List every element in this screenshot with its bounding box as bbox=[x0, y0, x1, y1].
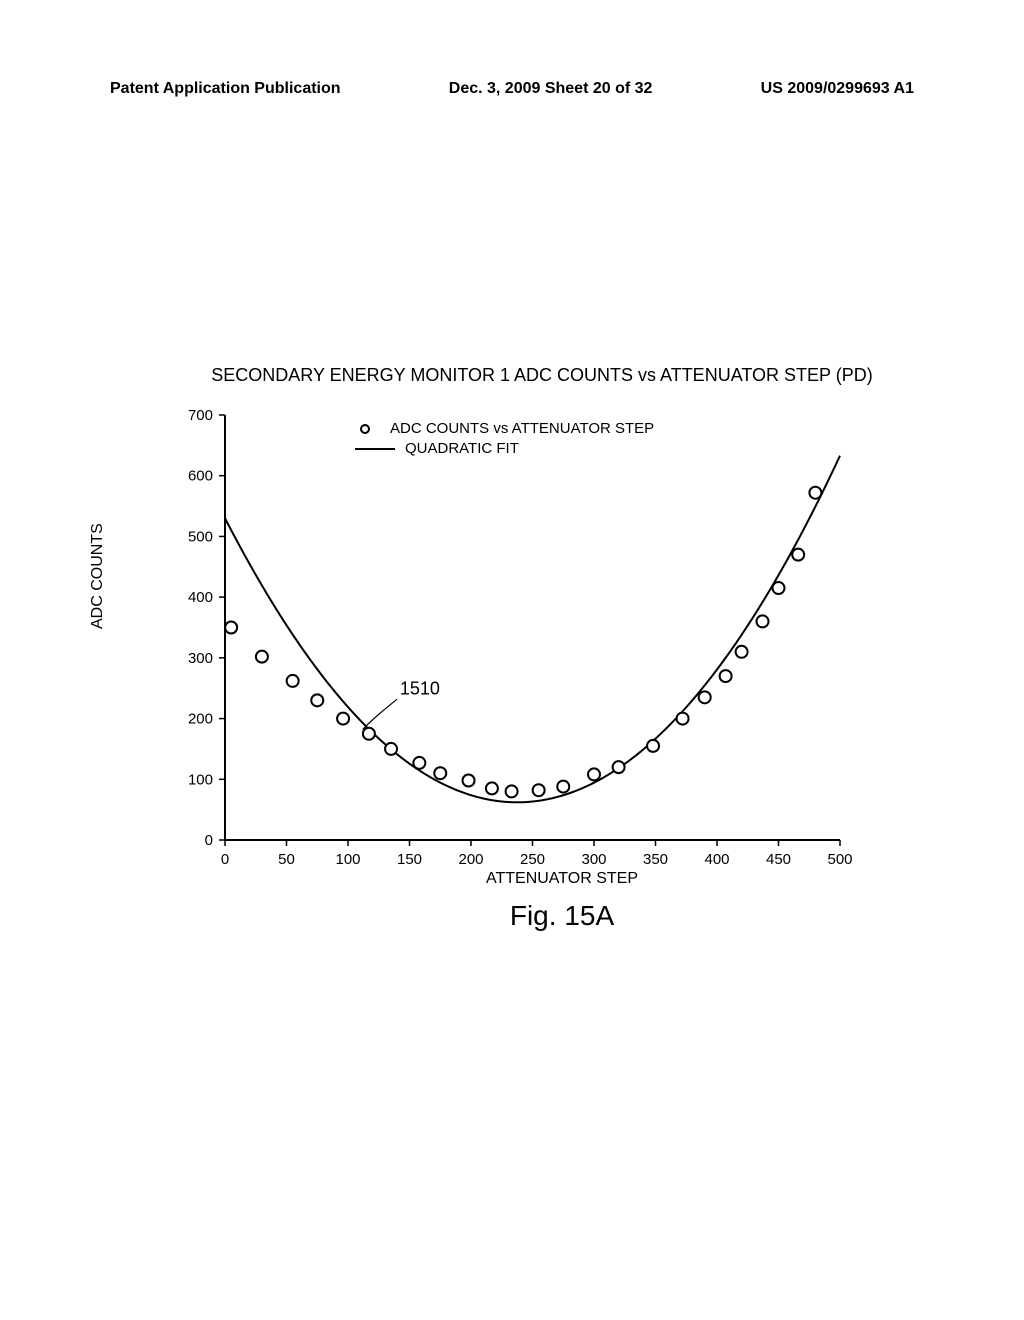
svg-text:200: 200 bbox=[188, 711, 213, 728]
legend-label-scatter: ADC COUNTS vs ATTENUATOR STEP bbox=[390, 420, 654, 437]
svg-text:300: 300 bbox=[188, 650, 213, 667]
svg-text:300: 300 bbox=[581, 851, 606, 868]
page-header: Patent Application Publication Dec. 3, 2… bbox=[110, 80, 914, 98]
legend-item-scatter: ADC COUNTS vs ATTENUATOR STEP bbox=[355, 420, 654, 437]
chart-legend: ADC COUNTS vs ATTENUATOR STEP QUADRATIC … bbox=[355, 420, 654, 460]
x-axis-label: ATTENUATOR STEP bbox=[0, 870, 1024, 888]
svg-text:400: 400 bbox=[188, 589, 213, 606]
chart-container: 0 100 200 300 400 500 600 700 0 50 100 150 200 250 300… bbox=[140, 400, 860, 900]
svg-text:700: 700 bbox=[188, 407, 213, 424]
svg-text:100: 100 bbox=[188, 771, 213, 788]
header-center: Dec. 3, 2009 Sheet 20 of 32 bbox=[449, 80, 653, 98]
svg-text:350: 350 bbox=[643, 851, 668, 868]
svg-text:0: 0 bbox=[221, 851, 229, 868]
figure-label: Fig. 15A bbox=[0, 900, 1024, 932]
y-axis-label: ADC COUNTS bbox=[89, 523, 107, 629]
header-right: US 2009/0299693 A1 bbox=[761, 80, 914, 98]
svg-text:500: 500 bbox=[188, 528, 213, 545]
svg-text:400: 400 bbox=[704, 851, 729, 868]
svg-text:600: 600 bbox=[188, 468, 213, 485]
legend-label-fit: QUADRATIC FIT bbox=[405, 440, 519, 457]
circle-marker-icon bbox=[360, 424, 370, 434]
chart-svg: 0 100 200 300 400 500 600 700 0 50 100 150 200 250 300… bbox=[140, 400, 860, 900]
svg-text:100: 100 bbox=[335, 851, 360, 868]
chart-title: SECONDARY ENERGY MONITOR 1 ADC COUNTS vs… bbox=[0, 365, 1024, 386]
svg-text:1510: 1510 bbox=[400, 678, 440, 698]
svg-text:250: 250 bbox=[520, 851, 545, 868]
line-marker-icon bbox=[355, 448, 395, 450]
header-left: Patent Application Publication bbox=[110, 80, 341, 98]
svg-text:0: 0 bbox=[205, 832, 213, 849]
svg-text:50: 50 bbox=[278, 851, 295, 868]
svg-text:500: 500 bbox=[827, 851, 852, 868]
legend-item-fit: QUADRATIC FIT bbox=[355, 440, 654, 457]
svg-text:150: 150 bbox=[397, 851, 422, 868]
svg-text:450: 450 bbox=[766, 851, 791, 868]
svg-text:200: 200 bbox=[458, 851, 483, 868]
